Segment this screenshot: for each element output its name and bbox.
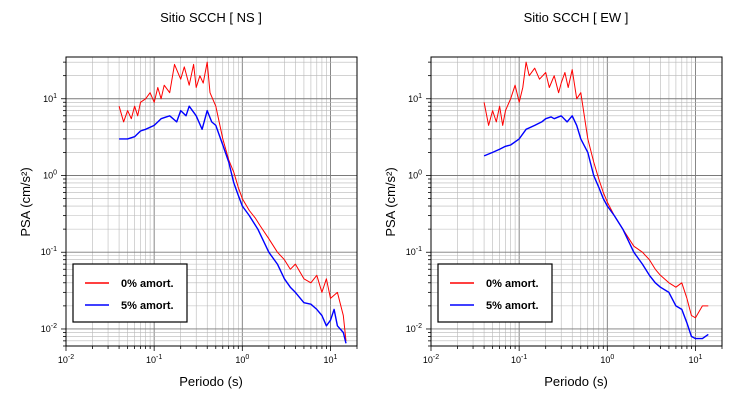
x-tick-label: 101 bbox=[324, 354, 338, 365]
x-axis-label-ew: Periodo (s) bbox=[544, 374, 608, 389]
x-tick-label: 10-2 bbox=[58, 354, 74, 365]
series-line-amort-0 bbox=[118, 61, 347, 341]
x-tick-label: 10-1 bbox=[511, 354, 527, 365]
chart-title-ew: Sitio SCCH [ EW ] bbox=[524, 10, 629, 25]
x-tick-label: 10-1 bbox=[146, 354, 162, 365]
legend-box bbox=[72, 263, 188, 323]
chart-title-ns: Sitio SCCH [ NS ] bbox=[160, 10, 262, 25]
legend: 0% amort. 5% amort. bbox=[72, 263, 188, 323]
plot-area-ew: 10-2 10-1 100 101 10-2 10-1 100 101 0% amort. 5% … bbox=[406, 56, 723, 365]
y-axis-label-ns: PSA (cm/s²) bbox=[18, 167, 33, 236]
x-axis-label-ns: Periodo (s) bbox=[179, 374, 243, 389]
x-tick-label: 10-2 bbox=[423, 354, 439, 365]
x-tick-label: 101 bbox=[689, 354, 703, 365]
y-tick-label: 101 bbox=[408, 93, 422, 104]
series-line-amort-5 bbox=[483, 115, 709, 340]
y-tick-label: 10-2 bbox=[406, 323, 422, 334]
y-tick-label: 10-2 bbox=[41, 323, 57, 334]
x-tick-label: 100 bbox=[600, 354, 614, 365]
y-axis-label-ew: PSA (cm/s²) bbox=[383, 167, 398, 236]
legend: 0% amort. 5% amort. bbox=[437, 263, 553, 323]
plot-frame bbox=[430, 56, 723, 347]
chart-panel-ew: Sitio SCCH [ EW ] 10-2 10-1 100 101 10-2 10-1… bbox=[383, 10, 723, 389]
legend-box bbox=[437, 263, 553, 323]
chart-panel-ns: Sitio SCCH [ NS ] 10-2 10-1 100 101 10-2 10-1… bbox=[18, 10, 358, 389]
y-tick-label: 100 bbox=[408, 169, 422, 180]
series-line-amort-0 bbox=[483, 61, 709, 319]
legend-label: 5% amort. bbox=[486, 300, 539, 312]
y-tick-label: 10-1 bbox=[406, 246, 422, 257]
x-tick-label: 100 bbox=[235, 354, 249, 365]
y-tick-label: 101 bbox=[43, 93, 57, 104]
legend-label: 5% amort. bbox=[121, 300, 174, 312]
legend-label: 0% amort. bbox=[121, 278, 174, 290]
plot-area-ns: 10-2 10-1 100 101 10-2 10-1 100 101 0% amort. 5% … bbox=[41, 56, 358, 365]
y-tick-label: 100 bbox=[43, 169, 57, 180]
plot-frame bbox=[65, 56, 358, 347]
legend-label: 0% amort. bbox=[486, 278, 539, 290]
y-tick-label: 10-1 bbox=[41, 246, 57, 257]
series-line-amort-5 bbox=[119, 105, 347, 344]
